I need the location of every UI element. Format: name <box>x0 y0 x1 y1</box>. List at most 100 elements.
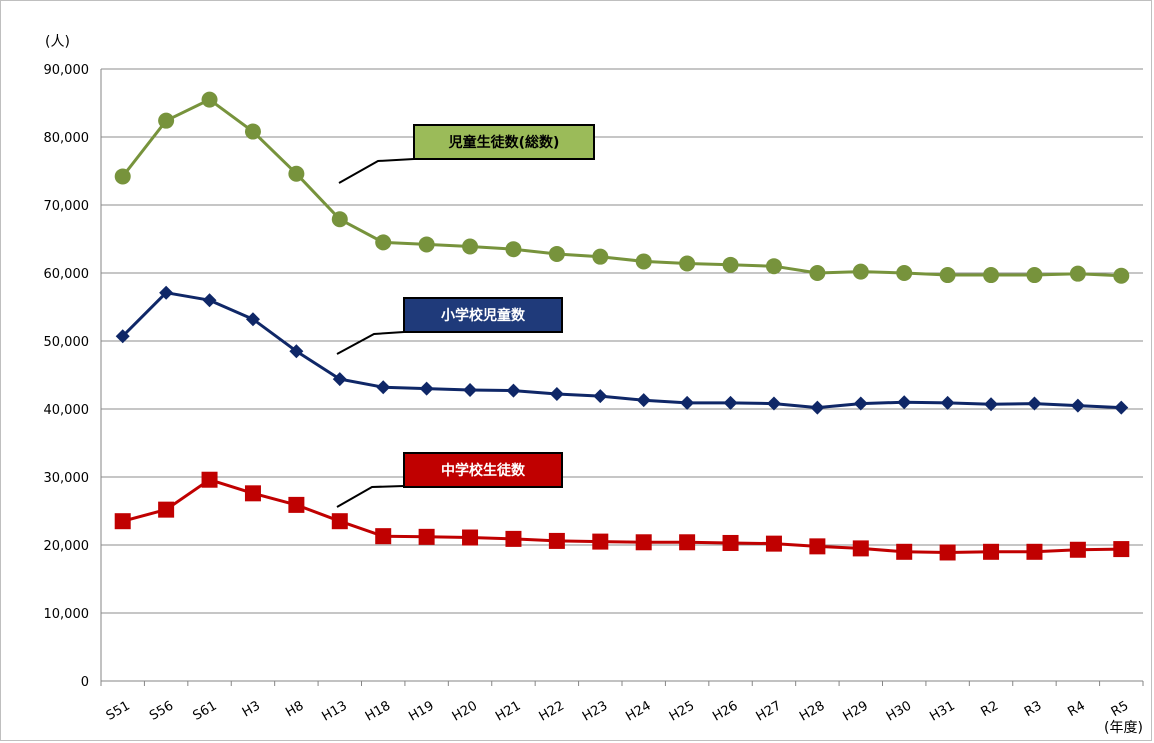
data-point <box>375 528 392 545</box>
series-callout-box <box>403 452 563 488</box>
data-point <box>548 245 565 262</box>
data-point <box>1069 541 1086 558</box>
data-point <box>331 513 348 530</box>
x-tick-label: S61 <box>191 698 220 723</box>
y-tick-label: 70,000 <box>44 199 90 214</box>
data-point <box>462 529 479 546</box>
data-point <box>765 258 782 275</box>
data-point <box>376 380 391 395</box>
y-tick-label: 10,000 <box>44 607 90 622</box>
data-point <box>1113 267 1130 284</box>
data-point <box>983 267 1000 284</box>
data-point <box>506 383 521 398</box>
callout-leader-line <box>336 331 405 355</box>
y-tick-label: 60,000 <box>44 267 90 282</box>
data-point <box>592 248 609 265</box>
series-callout-label: 小学校児童数 <box>441 307 526 324</box>
data-point <box>810 400 825 415</box>
x-tick-label: S51 <box>104 698 133 723</box>
data-point <box>549 387 564 402</box>
series-callout-label: 中学校生徒数 <box>441 462 526 479</box>
x-tick-label: R3 <box>1022 698 1044 720</box>
data-point <box>593 389 608 404</box>
data-point <box>375 234 392 251</box>
data-point <box>635 534 652 551</box>
data-point <box>722 534 739 551</box>
x-tick-label: R2 <box>979 698 1001 720</box>
x-tick-label: H19 <box>406 698 436 724</box>
data-point <box>1069 265 1086 282</box>
data-point <box>679 534 696 551</box>
x-tick-label: H30 <box>884 698 914 724</box>
x-tick-label: H31 <box>927 698 957 724</box>
data-point <box>765 535 782 552</box>
x-tick-label: H22 <box>537 698 567 724</box>
series-callout-label: 児童生徒数(総数) <box>448 134 560 151</box>
x-tick-label: H21 <box>493 698 523 724</box>
data-point <box>635 253 652 270</box>
x-tick-label: H23 <box>580 698 610 724</box>
data-point <box>853 396 868 411</box>
data-point <box>680 395 695 410</box>
data-point <box>939 267 956 284</box>
x-tick-label: R5 <box>1109 698 1131 720</box>
x-tick-label: H3 <box>240 698 263 720</box>
data-point <box>115 329 130 344</box>
data-point <box>1070 398 1085 413</box>
x-tick-label: H28 <box>797 698 827 724</box>
axis-layer: 0 10,000 20,000 30,000 40,000 50,000 60,000 70,… <box>44 63 1144 725</box>
data-point <box>984 397 999 412</box>
data-point <box>419 381 434 396</box>
data-point <box>159 285 174 300</box>
data-point <box>723 395 738 410</box>
series-line <box>121 98 1122 278</box>
series-line <box>121 291 1122 410</box>
x-axis-unit-label: (年度) <box>1104 720 1143 736</box>
x-tick-label: H25 <box>667 698 697 724</box>
data-point <box>114 513 131 530</box>
x-tick-label: H27 <box>754 698 784 724</box>
y-tick-label: 80,000 <box>44 131 90 146</box>
data-point <box>809 538 826 555</box>
data-point <box>896 265 913 281</box>
data-point <box>1026 267 1043 284</box>
series-callout-box <box>403 297 563 333</box>
x-tick-label: H20 <box>450 698 480 724</box>
callout-leader-line <box>336 485 405 508</box>
y-tick-label: 0 <box>81 675 89 690</box>
data-point <box>852 540 869 557</box>
x-tick-label: H13 <box>319 698 349 724</box>
data-point <box>896 543 913 560</box>
data-point <box>1113 541 1130 558</box>
data-point <box>114 168 131 185</box>
data-point <box>852 263 869 280</box>
data-point <box>331 211 348 228</box>
y-tick-label: 50,000 <box>44 335 90 350</box>
data-point <box>636 393 651 408</box>
data-point <box>418 528 435 545</box>
data-point <box>201 91 218 108</box>
x-tick-label: H18 <box>363 698 393 724</box>
x-tick-label: H24 <box>623 698 653 724</box>
data-point <box>202 293 217 308</box>
data-point <box>722 256 739 273</box>
data-point <box>288 496 305 513</box>
data-point <box>462 238 479 255</box>
data-point <box>1027 396 1042 411</box>
data-point <box>809 265 826 281</box>
data-point <box>418 236 435 253</box>
series-line <box>122 478 1122 554</box>
data-point <box>288 165 305 182</box>
x-tick-label: H8 <box>283 698 306 720</box>
x-tick-label: S56 <box>147 698 176 723</box>
y-tick-label: 30,000 <box>44 471 90 486</box>
y-tick-label: 20,000 <box>44 539 90 554</box>
x-tick-label: H26 <box>710 698 740 724</box>
data-point <box>592 533 609 550</box>
data-point <box>289 344 304 359</box>
y-tick-label: 40,000 <box>44 403 90 418</box>
x-tick-label: H29 <box>840 698 870 724</box>
data-point <box>940 395 955 410</box>
